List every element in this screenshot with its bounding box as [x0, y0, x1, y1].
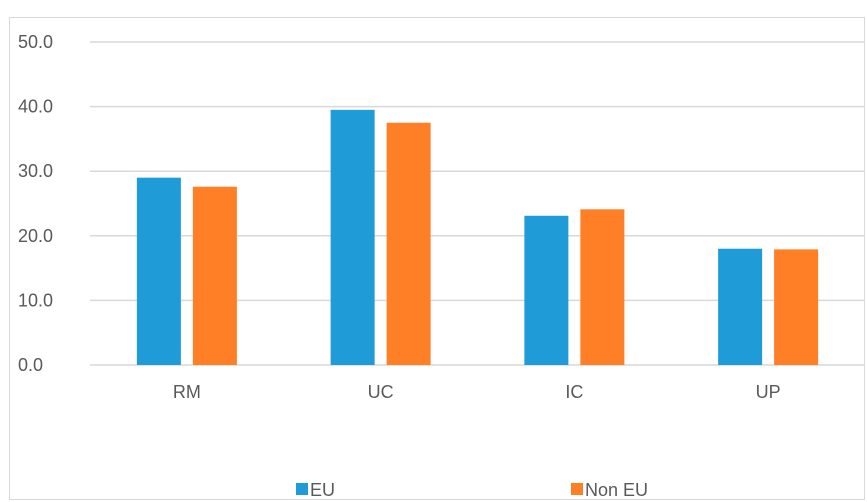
bar-eu-uc	[330, 109, 375, 365]
legend-label-non-eu: Non EU	[585, 480, 648, 500]
y-tick-label: 50.0	[18, 32, 53, 52]
bars	[136, 109, 819, 365]
y-tick-label: 0.0	[18, 355, 43, 375]
legend-label-eu: EU	[310, 480, 335, 500]
legend-swatch-eu	[296, 483, 308, 495]
y-axis-tick-labels: 0.0 10.0 20.0 30.0 40.0 50.0	[18, 32, 53, 375]
bar-eu-rm	[136, 177, 181, 365]
bar-eu-up	[718, 248, 763, 365]
y-tick-label: 40.0	[18, 97, 53, 117]
y-tick-label: 10.0	[18, 290, 53, 310]
x-category-label: UP	[756, 382, 781, 402]
bar-non-eu-up	[774, 249, 819, 365]
legend-swatch-non-eu	[571, 483, 583, 495]
bar-non-eu-uc	[386, 122, 431, 365]
x-category-label: RM	[173, 382, 201, 402]
x-category-label: UC	[368, 382, 394, 402]
bar-non-eu-rm	[192, 186, 237, 365]
y-tick-label: 20.0	[18, 226, 53, 246]
legend: EU Non EU	[296, 480, 648, 500]
bar-non-eu-ic	[580, 209, 625, 365]
y-tick-label: 30.0	[18, 161, 53, 181]
bar-eu-ic	[524, 215, 569, 365]
x-axis-category-labels: RM UC IC UP	[173, 382, 781, 402]
x-category-label: IC	[565, 382, 583, 402]
